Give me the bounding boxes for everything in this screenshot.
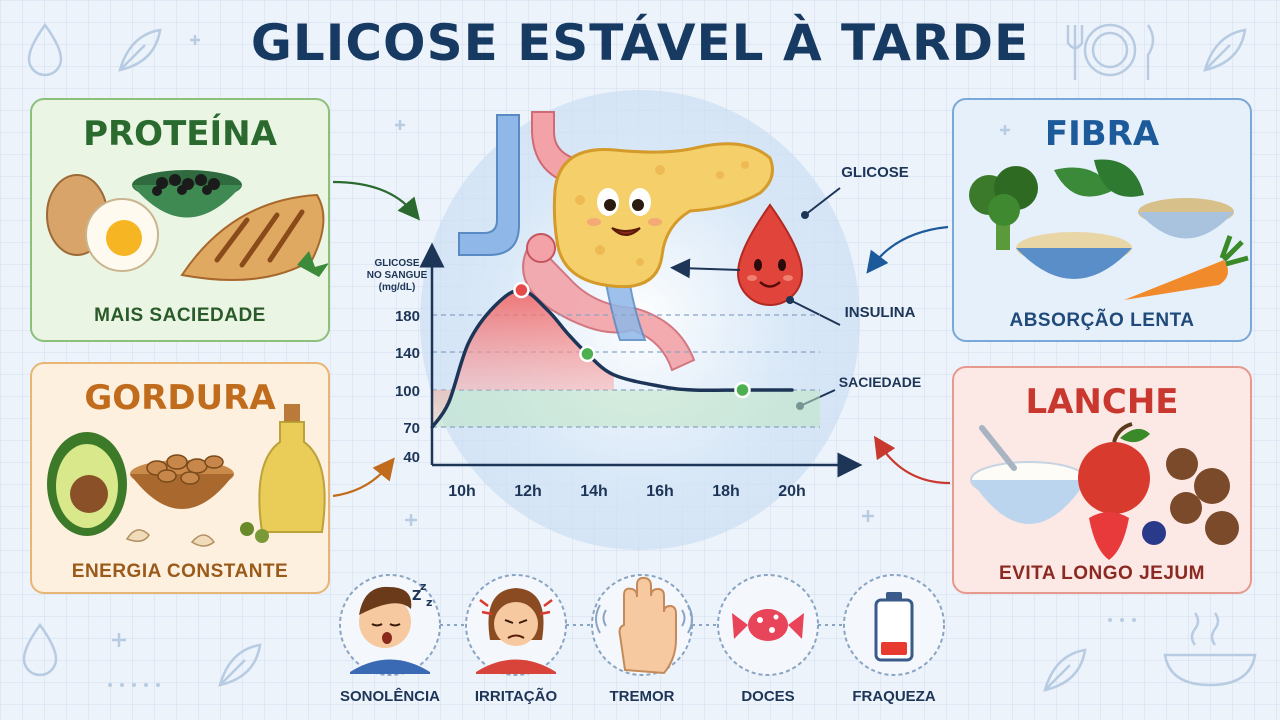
leaf-icon-bottom-right [1043,648,1087,692]
fat-card: GORDURA ENERGIA CONSTANTE [30,362,330,594]
plate-icon [1083,23,1137,77]
food-arrows [332,180,951,498]
water-drop-icon-bottom [22,622,58,677]
blood-drop-character [736,203,804,306]
x-tick-label: 16h [646,483,674,500]
symptom-row: Z z z [339,574,945,676]
symptom-label-3: DOCES [741,688,795,705]
glucose-curve [430,288,794,429]
snack-card: LANCHE EVITA LONGO JEJUM [952,366,1252,594]
symptom-label-0: SONOLÊNCIA [339,688,440,705]
y-axis-label-line: (mg/dL) [379,282,416,293]
soup-bowl-icon [1163,612,1257,687]
sleepy-boy-icon: Z z z [350,580,432,674]
trembling-hand-icon [595,576,693,675]
candy-icon [732,609,804,641]
glucose-peak-area [432,289,614,427]
x-tick-label: 10h [448,483,476,500]
curve-marker [513,281,530,299]
x-tick-label: 12h [514,483,542,500]
x-tick-label: 14h [580,483,608,500]
snack-card-title: LANCHE [1025,382,1179,422]
protein-card-subtitle: MAIS SACIEDADE [94,305,266,326]
y-tick-label: 140 [395,345,420,362]
fat-card-subtitle: ENERGIA CONSTANTE [71,561,289,582]
low-battery-icon [874,592,914,662]
protein-card: PROTEÍNA MAIS SACIEDADE [30,98,330,342]
leaf-icon-bottom [218,643,262,687]
leaf-icon-right [1203,28,1247,72]
x-tick-label: 20h [778,483,806,500]
svg-text:z: z [420,580,426,593]
curve-marker [579,345,596,363]
callout-insulin: INSULINA [844,304,916,321]
symptom-label-2: TREMOR [609,688,675,705]
callout-satiety: SACIEDADE [838,374,922,390]
fork-icon [1066,25,1084,80]
water-drop-icon [27,22,63,77]
y-axis-label-line: NO SANGUE [367,270,428,281]
symptom-label-1: IRRITAÇÃO [474,688,558,705]
fiber-card-title: FIBRA [1044,114,1160,154]
y-tick-label: 180 [395,308,420,325]
svg-text:z: z [426,596,432,609]
x-tick-label: 18h [712,483,740,500]
fiber-foods-illustration [969,159,1249,300]
y-tick-label: 70 [403,420,420,437]
protein-foods-illustration [46,170,328,281]
symptom-label-4: FRAQUEZA [852,688,936,705]
decorative-icons [22,22,1257,692]
y-tick-label: 40 [403,449,420,466]
fat-foods-illustration [47,404,326,547]
snack-card-subtitle: EVITA LONGO JEJUM [999,563,1205,584]
glucose-chart: 40 70 100 140 180 10h 12h 14h 16h 18h 20h GLICOSE… [367,242,863,500]
leaf-icon [118,28,162,72]
protein-card-title: PROTEÍNA [83,114,277,154]
page-title: GLICOSE ESTÁVEL À TARDE [250,14,1030,72]
callout-glucose: GLICOSE [841,164,909,181]
snack-foods-illustration [970,422,1239,560]
pancreas-character [552,142,774,289]
fiber-card-subtitle: ABSORÇÃO LENTA [1009,310,1195,331]
knife-icon [1146,24,1155,80]
curve-marker [734,381,751,399]
fiber-card: FIBRA ABSORÇÃO LENTA [952,98,1252,342]
fat-card-title: GORDURA [84,378,276,418]
stable-range-band [432,390,820,427]
y-tick-label: 100 [395,383,420,400]
svg-text:Z: Z [412,589,421,604]
y-axis-label-line: GLICOSE [374,258,419,269]
irritated-girl-icon [476,588,556,674]
